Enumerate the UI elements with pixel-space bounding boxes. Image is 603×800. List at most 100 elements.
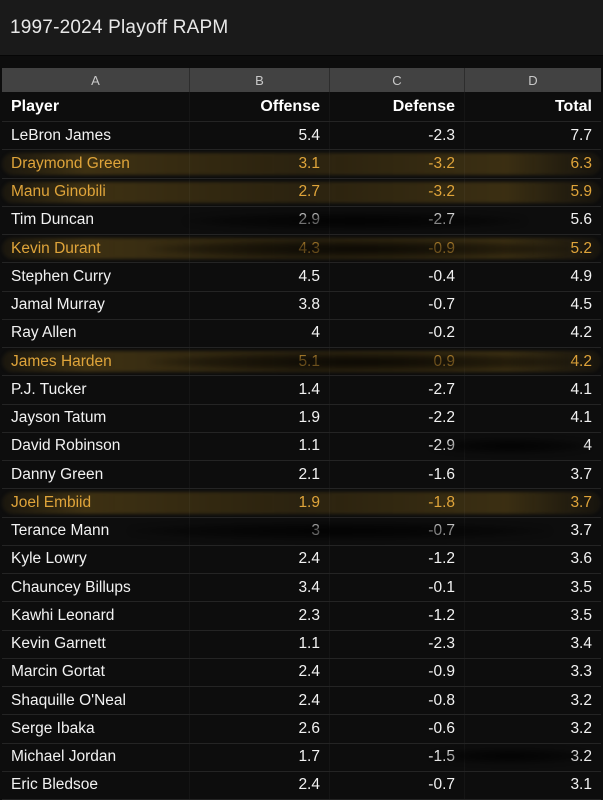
player-cell[interactable]: Kevin Durant	[2, 235, 190, 262]
defense-cell[interactable]: -0.9	[330, 659, 465, 686]
player-cell[interactable]: Serge Ibaka	[2, 715, 190, 742]
total-cell[interactable]: 4.2	[570, 352, 592, 370]
offense-cell[interactable]: 1.9	[190, 489, 330, 516]
total-cell[interactable]: 3.5	[570, 606, 592, 624]
player-cell[interactable]: Jamal Murray	[2, 292, 190, 319]
offense-cell[interactable]: 4.3	[190, 235, 330, 262]
defense-cell[interactable]: -0.4	[330, 263, 465, 290]
offense-cell[interactable]: 3.4	[190, 574, 330, 601]
defense-cell[interactable]: -1.6	[330, 461, 465, 488]
defense-cell[interactable]: -0.9	[330, 235, 465, 262]
total-cell[interactable]: 3.4	[570, 635, 592, 653]
offense-cell[interactable]: 1.9	[190, 405, 330, 432]
column-header-d[interactable]: D	[528, 72, 538, 88]
defense-cell[interactable]: -1.5	[330, 744, 465, 771]
total-cell[interactable]: 4.1	[570, 409, 592, 427]
header-offense[interactable]: Offense	[190, 92, 330, 121]
offense-cell[interactable]: 2.1	[190, 461, 330, 488]
total-cell[interactable]: 4.1	[570, 380, 592, 398]
total-cell[interactable]: 6.3	[570, 154, 592, 172]
offense-cell[interactable]: 2.9	[190, 207, 330, 234]
total-cell[interactable]: 3.6	[570, 550, 592, 568]
defense-cell[interactable]: -3.2	[330, 179, 465, 206]
defense-cell[interactable]: -1.8	[330, 489, 465, 516]
total-cell[interactable]: 3.2	[570, 748, 592, 766]
offense-cell[interactable]: 5.4	[190, 122, 330, 149]
offense-cell[interactable]: 1.1	[190, 433, 330, 460]
offense-cell[interactable]: 3	[190, 518, 330, 545]
total-cell[interactable]: 3.7	[570, 493, 592, 511]
player-cell[interactable]: Terance Mann	[2, 518, 190, 545]
defense-cell[interactable]: -0.7	[330, 292, 465, 319]
offense-cell[interactable]: 1.1	[190, 631, 330, 658]
offense-cell[interactable]: 5.1	[190, 348, 330, 375]
player-cell[interactable]: LeBron James	[2, 122, 190, 149]
defense-cell[interactable]: -2.7	[330, 376, 465, 403]
offense-cell[interactable]: 2.7	[190, 179, 330, 206]
total-cell[interactable]: 4.5	[570, 296, 592, 314]
offense-cell[interactable]: 2.6	[190, 715, 330, 742]
player-cell[interactable]: Marcin Gortat	[2, 659, 190, 686]
player-cell[interactable]: Shaquille O'Neal	[2, 687, 190, 714]
total-cell[interactable]: 5.9	[570, 183, 592, 201]
player-cell[interactable]: Danny Green	[2, 461, 190, 488]
player-cell[interactable]: Michael Jordan	[2, 744, 190, 771]
column-header-c[interactable]: C	[330, 68, 465, 92]
total-cell[interactable]: 3.1	[570, 776, 592, 794]
player-cell[interactable]: Manu Ginobili	[2, 179, 190, 206]
offense-cell[interactable]: 2.4	[190, 546, 330, 573]
defense-cell[interactable]: -3.2	[330, 150, 465, 177]
offense-cell[interactable]: 2.4	[190, 687, 330, 714]
column-header-a[interactable]: A	[2, 68, 190, 92]
player-cell[interactable]: P.J. Tucker	[2, 376, 190, 403]
total-cell[interactable]: 3.3	[570, 663, 592, 681]
player-cell[interactable]: Kawhi Leonard	[2, 602, 190, 629]
defense-cell[interactable]: -0.7	[330, 518, 465, 545]
player-cell[interactable]: Eric Bledsoe	[2, 772, 190, 799]
total-cell[interactable]: 5.2	[570, 239, 592, 257]
defense-cell[interactable]: -2.3	[330, 631, 465, 658]
offense-cell[interactable]: 2.3	[190, 602, 330, 629]
total-cell[interactable]: 3.2	[570, 719, 592, 737]
header-defense[interactable]: Defense	[330, 92, 465, 121]
total-cell[interactable]: 3.2	[570, 691, 592, 709]
player-cell[interactable]: Draymond Green	[2, 150, 190, 177]
offense-cell[interactable]: 2.4	[190, 772, 330, 799]
player-cell[interactable]: Joel Embiid	[2, 489, 190, 516]
defense-cell[interactable]: -1.2	[330, 602, 465, 629]
total-cell[interactable]: 7.7	[570, 126, 592, 144]
defense-cell[interactable]: -2.3	[330, 122, 465, 149]
column-header-b[interactable]: B	[190, 68, 330, 92]
offense-cell[interactable]: 3.1	[190, 150, 330, 177]
total-cell[interactable]: 3.5	[570, 578, 592, 596]
player-cell[interactable]: David Robinson	[2, 433, 190, 460]
defense-cell[interactable]: -2.2	[330, 405, 465, 432]
player-cell[interactable]: Chauncey Billups	[2, 574, 190, 601]
defense-cell[interactable]: -2.7	[330, 207, 465, 234]
defense-cell[interactable]: -0.6	[330, 715, 465, 742]
offense-cell[interactable]: 1.7	[190, 744, 330, 771]
player-cell[interactable]: Ray Allen	[2, 320, 190, 347]
defense-cell[interactable]: -0.7	[330, 772, 465, 799]
total-cell[interactable]: 4.2	[570, 324, 592, 342]
defense-cell[interactable]: -0.1	[330, 574, 465, 601]
offense-cell[interactable]: 1.4	[190, 376, 330, 403]
offense-cell[interactable]: 2.4	[190, 659, 330, 686]
offense-cell[interactable]: 4	[190, 320, 330, 347]
player-cell[interactable]: James Harden	[2, 348, 190, 375]
defense-cell[interactable]: 0.9	[330, 348, 465, 375]
player-cell[interactable]: Kevin Garnett	[2, 631, 190, 658]
player-cell[interactable]: Kyle Lowry	[2, 546, 190, 573]
defense-cell[interactable]: -1.2	[330, 546, 465, 573]
player-cell[interactable]: Stephen Curry	[2, 263, 190, 290]
offense-cell[interactable]: 4.5	[190, 263, 330, 290]
defense-cell[interactable]: -0.2	[330, 320, 465, 347]
player-cell[interactable]: Tim Duncan	[2, 207, 190, 234]
total-cell[interactable]: 3.7	[570, 465, 592, 483]
total-cell[interactable]: 3.7	[570, 522, 592, 540]
player-cell[interactable]: Jayson Tatum	[2, 405, 190, 432]
total-cell[interactable]: 5.6	[570, 211, 592, 229]
header-player[interactable]: Player	[2, 92, 190, 121]
header-total[interactable]: Total	[554, 97, 592, 115]
total-cell[interactable]: 4	[583, 437, 592, 455]
